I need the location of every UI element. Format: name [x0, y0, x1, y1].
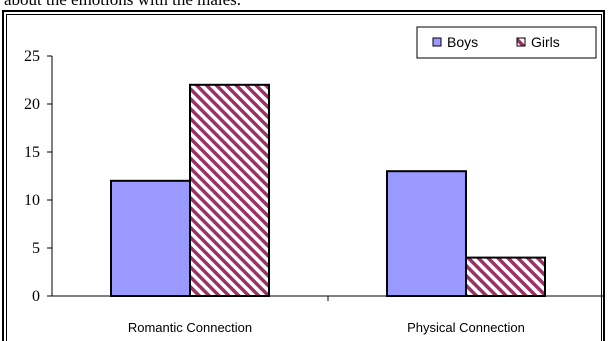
bar-girls-1: [189, 83, 270, 297]
category-label: Physical Connection: [407, 320, 525, 335]
y-tick-label: 25: [24, 48, 40, 65]
legend: Boys Girls: [416, 26, 597, 59]
legend-box: [416, 26, 597, 59]
y-tick-label: 10: [24, 192, 40, 209]
bar-boys-2: [386, 170, 467, 297]
legend-label-boys: Boys: [447, 34, 478, 50]
y-tick-label: 20: [24, 96, 40, 113]
category-label: Romantic Connection: [128, 320, 252, 335]
bar-boys-1: [110, 179, 191, 297]
chart-inner-border: [6, 14, 602, 341]
y-tick-label: 15: [24, 144, 40, 161]
chart-outer-border: [2, 10, 605, 341]
legend-label-girls: Girls: [531, 34, 560, 50]
y-tick-label: 5: [32, 240, 40, 257]
preceding-document-text: about the emotions with the males.: [4, 0, 241, 10]
legend-swatch-girls: [516, 37, 526, 47]
legend-swatch-boys: [432, 37, 442, 47]
y-tick-label: 0: [32, 288, 40, 305]
bar-girls-2: [465, 256, 546, 298]
